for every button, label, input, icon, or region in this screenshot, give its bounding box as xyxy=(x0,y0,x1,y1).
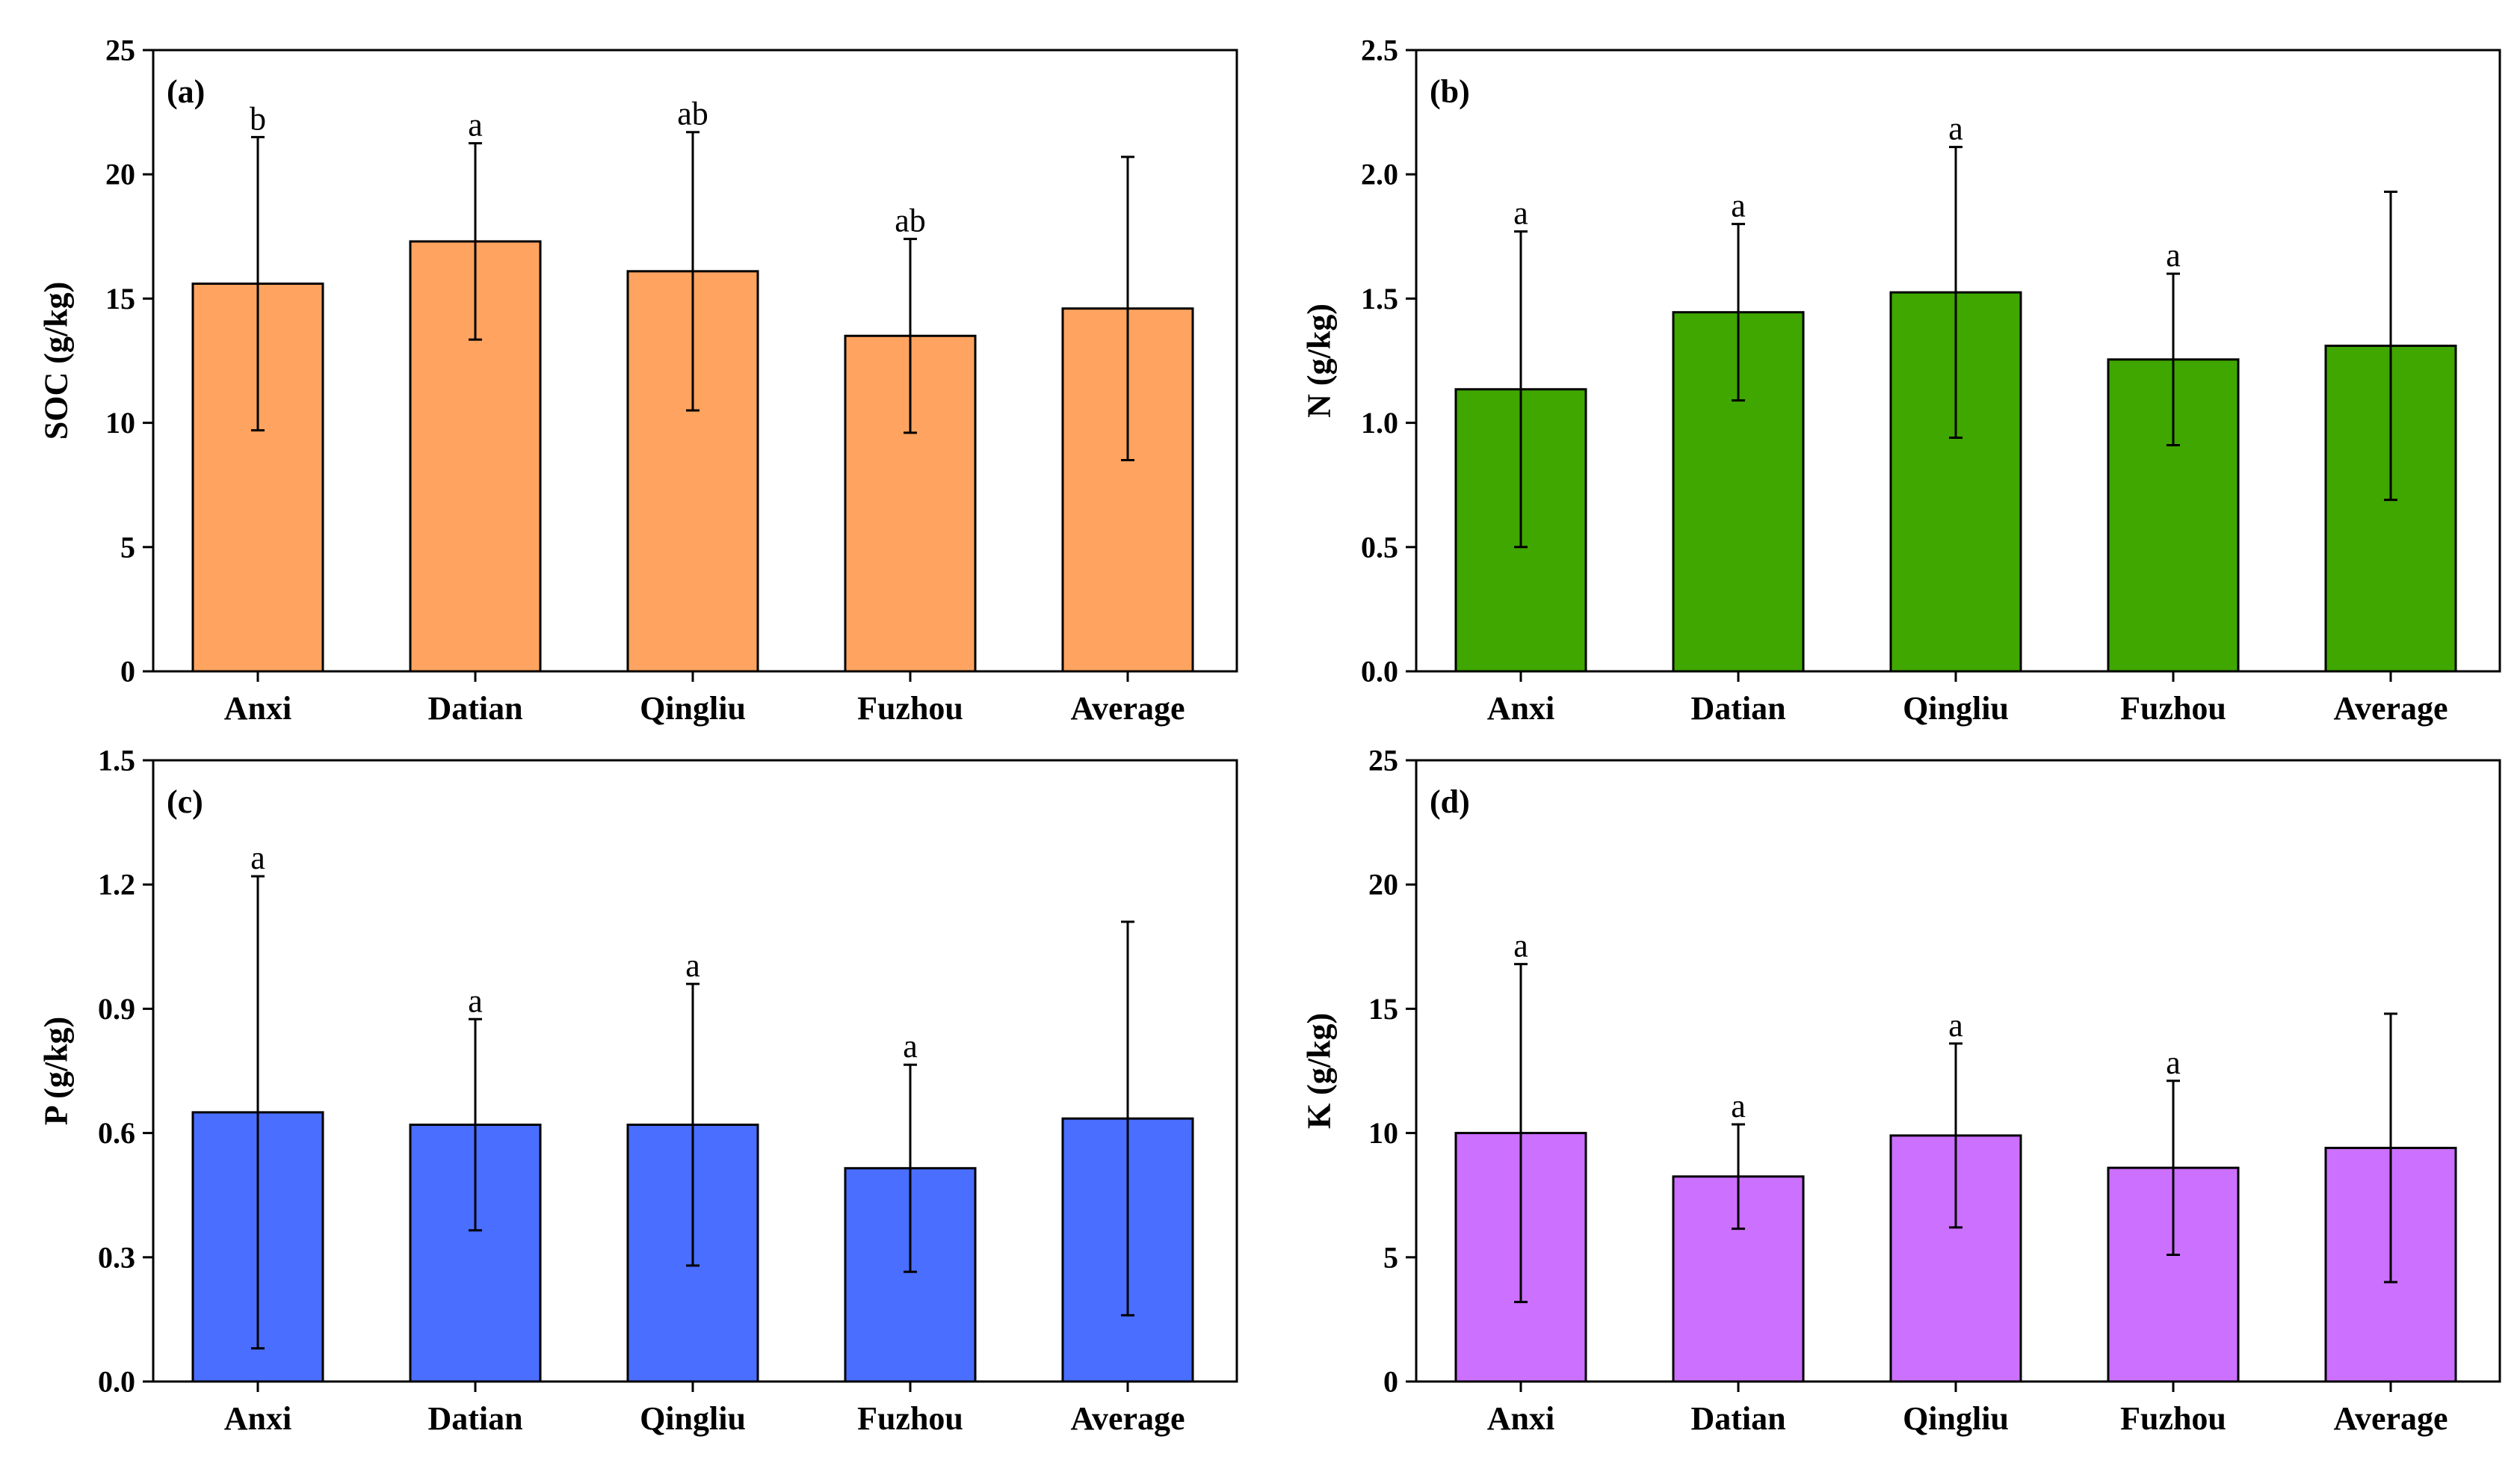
x-tick-label: Datian xyxy=(1690,690,1785,727)
error-bar-datian xyxy=(1732,223,1745,402)
x-tick-label: Qingliu xyxy=(1903,1400,2009,1437)
error-bar-fuzhou xyxy=(904,1063,917,1273)
x-tick-label: Anxi xyxy=(1487,1400,1554,1437)
error-bar-anxi xyxy=(251,135,265,432)
x-tick-label: Anxi xyxy=(224,690,291,727)
bar-fuzhou xyxy=(2107,1166,2240,1383)
significance-label: a xyxy=(1513,195,1528,232)
y-tick-label: 0.3 xyxy=(98,1240,135,1274)
y-tick-label: 5 xyxy=(120,530,135,564)
significance-label: ab xyxy=(895,203,926,239)
error-bar-qingliu xyxy=(1949,146,1962,440)
y-tick-label: 1.0 xyxy=(1361,406,1398,440)
x-tick-label: Fuzhou xyxy=(857,690,963,727)
significance-label: a xyxy=(468,982,483,1019)
error-bar-anxi xyxy=(1514,963,1528,1304)
plot-frame xyxy=(152,759,1238,1383)
y-tick-label: 25 xyxy=(1368,744,1398,777)
y-tick-label: 1.5 xyxy=(1361,282,1398,315)
y-tick-label: 10 xyxy=(105,406,135,440)
x-tick-label: Datian xyxy=(427,1400,522,1437)
x-tick-label: Qingliu xyxy=(640,690,746,727)
significance-label: a xyxy=(1948,111,1963,147)
y-axis-title: P (g/kg) xyxy=(38,1017,75,1125)
y-tick-label: 5 xyxy=(1383,1240,1398,1274)
significance-label: a xyxy=(1513,928,1528,964)
y-tick-label: 20 xyxy=(1368,868,1398,902)
error-bar-qingliu xyxy=(686,982,700,1267)
y-tick-label: 15 xyxy=(1368,992,1398,1026)
y-tick-label: 25 xyxy=(105,34,135,67)
x-tick-label: Qingliu xyxy=(1903,690,2009,727)
y-tick-label: 2.0 xyxy=(1361,158,1398,191)
error-bar-fuzhou xyxy=(2167,1080,2180,1256)
x-tick-label: Anxi xyxy=(1487,690,1554,727)
y-tick-label: 2.5 xyxy=(1361,34,1398,67)
x-tick-label: Qingliu xyxy=(640,1400,746,1437)
error-bar-qingliu xyxy=(1949,1042,1962,1229)
significance-label: a xyxy=(685,947,700,984)
error-bar-average xyxy=(2384,1012,2397,1284)
error-bar-datian xyxy=(469,142,482,341)
y-axis-title: N (g/kg) xyxy=(1301,304,1338,418)
error-bar-anxi xyxy=(251,875,265,1350)
y-tick-label: 10 xyxy=(1368,1116,1398,1150)
x-tick-label: Fuzhou xyxy=(857,1400,963,1437)
x-tick-label: Fuzhou xyxy=(2120,1400,2226,1437)
error-bar-average xyxy=(2384,190,2397,502)
y-tick-label: 0.9 xyxy=(98,992,135,1026)
y-tick-label: 15 xyxy=(105,282,135,315)
y-tick-label: 1.2 xyxy=(98,868,135,902)
y-tick-label: 0.0 xyxy=(1361,655,1398,689)
panel-tag: (a) xyxy=(167,73,205,110)
x-tick-label: Average xyxy=(1070,1400,1185,1437)
significance-label: a xyxy=(903,1028,918,1065)
y-tick-label: 0.5 xyxy=(1361,530,1398,564)
chart-panel-2: a a a a 0.0 0.5 1.0 1.5 2.0 2.5 Anxi Datian Qingliu F… xyxy=(1301,34,2501,727)
significance-label: b xyxy=(250,100,266,137)
x-tick-label: Average xyxy=(2333,690,2448,727)
panel-tag: (b) xyxy=(1430,73,1470,110)
error-bar-fuzhou xyxy=(904,238,917,434)
plot-frame xyxy=(152,49,1238,673)
panel-tag: (d) xyxy=(1430,783,1470,820)
chart-panel-3: a a a a 0.0 0.3 0.6 0.9 1.2 1.5 Anxi Datian Qingliu F… xyxy=(38,744,1238,1437)
y-tick-label: 20 xyxy=(105,158,135,191)
y-tick-label: 0 xyxy=(120,655,135,689)
significance-label: ab xyxy=(677,96,708,132)
x-tick-label: Fuzhou xyxy=(2120,690,2226,727)
error-bar-datian xyxy=(1732,1123,1745,1231)
y-tick-label: 0.0 xyxy=(98,1365,135,1399)
error-bar-anxi xyxy=(1514,230,1528,549)
significance-label: a xyxy=(468,107,483,144)
significance-label: a xyxy=(2166,237,2181,274)
chart-panel-1: b a ab ab 0 5 10 15 20 25 Anxi Datian Qingliu Fuzhou A… xyxy=(38,34,1238,727)
y-tick-label: 0 xyxy=(1383,1365,1398,1399)
significance-label: a xyxy=(2166,1044,2181,1081)
error-bar-fuzhou xyxy=(2167,272,2180,447)
significance-label: a xyxy=(1731,1088,1746,1124)
significance-label: a xyxy=(1948,1007,1963,1044)
x-tick-label: Average xyxy=(2333,1400,2448,1437)
error-bar-average xyxy=(1121,155,1134,461)
significance-label: a xyxy=(1731,188,1746,224)
y-axis-title: SOC (g/kg) xyxy=(38,282,75,440)
error-bar-qingliu xyxy=(686,131,700,412)
significance-label: a xyxy=(250,840,265,876)
y-axis-title: K (g/kg) xyxy=(1301,1013,1338,1129)
x-tick-label: Datian xyxy=(427,690,522,727)
panel-tag: (c) xyxy=(167,783,203,820)
x-tick-label: Average xyxy=(1070,690,1185,727)
x-tick-label: Datian xyxy=(1690,1400,1785,1437)
plot-frame xyxy=(1415,759,2501,1383)
y-tick-label: 0.6 xyxy=(98,1116,135,1150)
y-tick-label: 1.5 xyxy=(98,744,135,777)
error-bar-datian xyxy=(469,1017,482,1232)
x-tick-label: Anxi xyxy=(224,1400,291,1437)
chart-panel-4: a a a a 0 5 10 15 20 25 Anxi Datian Qingliu Fuzhou Ave… xyxy=(1301,744,2501,1437)
plot-frame xyxy=(1415,49,2501,673)
error-bar-average xyxy=(1121,920,1134,1316)
